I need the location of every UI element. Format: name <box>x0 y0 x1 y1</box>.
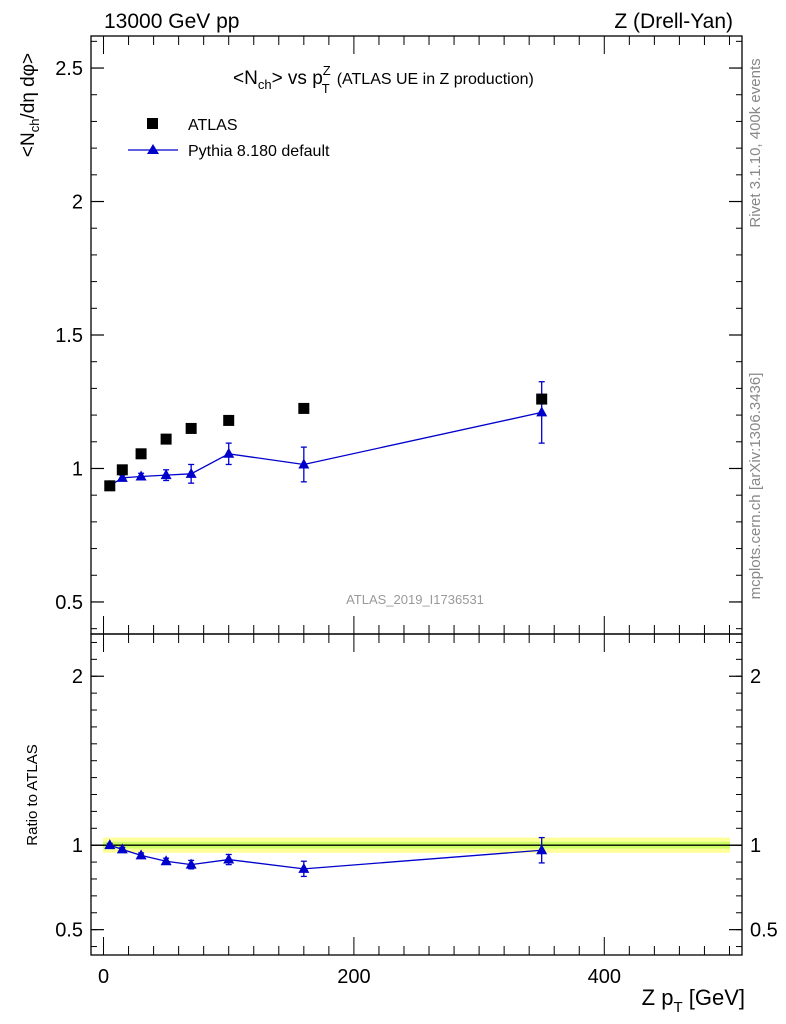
x-tick-label: 200 <box>337 966 370 988</box>
atlas-data-point <box>116 464 128 476</box>
pythia-ratio-point <box>104 839 116 850</box>
main-plot-series <box>104 381 548 492</box>
x-tick-label: 400 <box>588 966 621 988</box>
ratio-y-tick-label: 1 <box>72 835 83 857</box>
pythia-ratio-point <box>116 843 128 854</box>
analysis-id-label: ATLAS_2019_I1736531 <box>346 592 484 607</box>
header-right: Z (Drell-Yan) <box>614 10 733 33</box>
ratio-y-tick-label: 2 <box>72 666 83 688</box>
x-axis-label: Z pT [GeV] <box>642 985 745 1016</box>
pythia-main-point <box>298 458 310 469</box>
pythia-main-point <box>160 469 172 480</box>
pythia-main-point <box>223 447 235 458</box>
pythia-main-point <box>536 406 548 417</box>
main-y-tick-label: 2 <box>72 192 83 214</box>
ratio-y-tick-label: 0.5 <box>55 920 83 942</box>
atlas-data-point <box>160 433 172 445</box>
legend-pythia-marker <box>147 144 159 154</box>
pythia-main-point <box>116 471 128 482</box>
pythia-main-line <box>109 411 542 487</box>
main-y-tick-label: 1 <box>72 458 83 480</box>
ratio-plot-series <box>104 836 548 878</box>
ratio-y-axis-label: Ratio to ATLAS <box>24 744 41 845</box>
rivet-version-label: Rivet 3.1.10, 400k events <box>747 58 764 227</box>
pythia-ratio-point <box>536 844 548 855</box>
ratio-plot-frame <box>90 633 743 956</box>
pythia-ratio-point <box>185 858 197 869</box>
pythia-main-point <box>185 467 197 478</box>
legend-pythia-label: Pythia 8.180 default <box>188 143 330 160</box>
mcplots-reference-label: mcplots.cern.ch [arXiv:1306.3436] <box>747 373 764 600</box>
main-y-tick-label: 0.5 <box>55 592 83 614</box>
ratio-y-tick-label-right: 2 <box>750 666 761 688</box>
atlas-data-point <box>185 422 197 434</box>
ratio-uncertainty-band <box>91 837 742 853</box>
main-y-axis-label: <Nch/dη dφ> <box>18 53 42 157</box>
plot-title: <Nch> vs pTZ(ATLAS UE in Z production) <box>233 63 534 96</box>
legend-atlas-label: ATLAS <box>188 117 238 134</box>
pythia-ratio-point <box>135 849 147 860</box>
pythia-ratio-point <box>160 855 172 866</box>
x-tick-label: 0 <box>98 966 109 988</box>
legend-atlas-marker <box>147 118 158 129</box>
ratio-y-tick-label-right: 1 <box>750 835 761 857</box>
pythia-main-point <box>135 470 147 481</box>
pythia-ratio-point <box>223 853 235 864</box>
header-left: 13000 GeV pp <box>104 10 239 33</box>
main-y-tick-label: 1.5 <box>55 325 83 347</box>
atlas-data-point <box>135 448 147 460</box>
atlas-data-point <box>536 393 548 405</box>
main-axis-ticks: 0.5 1 1.5 2 2.5 <box>55 36 742 634</box>
atlas-data-point <box>104 480 116 492</box>
ratio-y-tick-label-right: 0.5 <box>750 920 778 942</box>
pythia-ratio-point <box>298 862 310 873</box>
atlas-data-point <box>223 414 235 426</box>
ratio-axis-ticks: 0.5 0.5 1 1 2 2 0 200 400 <box>55 634 778 988</box>
atlas-data-point <box>298 402 310 414</box>
main-y-tick-label: 2.5 <box>55 58 83 80</box>
